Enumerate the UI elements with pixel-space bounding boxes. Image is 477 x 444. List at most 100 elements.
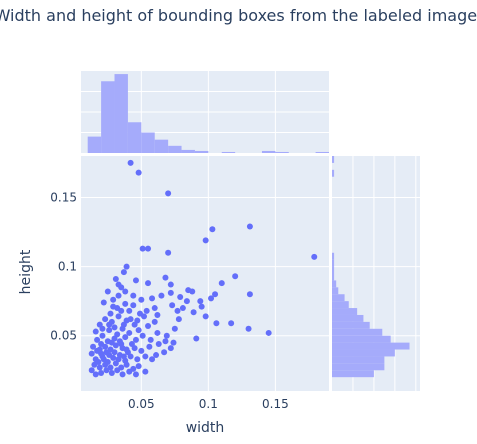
scatter-point xyxy=(163,332,170,339)
y-tick-label: 0.05 xyxy=(50,329,77,343)
x-tick-label: 0.15 xyxy=(262,397,289,411)
marginal-x-bar xyxy=(114,74,128,153)
scatter-point xyxy=(151,305,158,312)
marginal-x-bar xyxy=(87,136,102,153)
scatter-point xyxy=(246,223,253,230)
scatter-point xyxy=(102,343,109,350)
scatter-point xyxy=(138,347,145,354)
scatter-point xyxy=(88,367,95,374)
scatter-point xyxy=(142,353,149,360)
scatter-point xyxy=(161,349,168,356)
scatter-point xyxy=(208,295,215,302)
marginal-x-bar xyxy=(141,132,155,153)
scatter-point xyxy=(126,329,133,336)
x-axis-title: width xyxy=(186,420,225,436)
scatter-point xyxy=(167,289,174,296)
scatter-point xyxy=(139,245,146,252)
marginal-y-bar xyxy=(332,252,335,260)
scatter-point xyxy=(134,317,141,324)
marginal-x-bar xyxy=(194,150,209,153)
scatter-point xyxy=(118,284,125,291)
scatter-points xyxy=(88,159,318,378)
marginal-x-bar xyxy=(181,149,195,153)
scatter-point xyxy=(175,316,182,323)
marginal-y-histogram xyxy=(332,156,410,378)
scatter-point xyxy=(120,353,127,360)
scatter-point xyxy=(146,343,153,350)
scatter-point xyxy=(145,280,152,287)
scatter-point xyxy=(169,302,176,309)
scatter-point xyxy=(127,159,134,166)
scatter-point xyxy=(99,325,106,332)
scatter-point xyxy=(92,328,99,335)
scatter-point xyxy=(114,367,121,374)
scatter-point xyxy=(311,253,318,260)
scatter-point xyxy=(100,299,107,306)
marginal-y-bar xyxy=(332,280,337,288)
scatter-point xyxy=(162,338,169,345)
scatter-point xyxy=(245,325,252,332)
scatter-point xyxy=(149,295,156,302)
scatter-point xyxy=(138,296,145,303)
scatter-point xyxy=(218,280,225,287)
marginal-x-bar xyxy=(275,151,289,153)
scatter-point xyxy=(130,292,137,299)
marginal-x-bar xyxy=(261,150,276,153)
scatter-point xyxy=(131,345,138,352)
scatter-point xyxy=(165,249,172,256)
scatter-point xyxy=(88,350,95,357)
scatter-point xyxy=(119,371,126,378)
scatter-point xyxy=(90,343,97,350)
scatter-point xyxy=(167,345,174,352)
scatter-point xyxy=(135,169,142,176)
scatter-point xyxy=(198,303,205,310)
scatter-point xyxy=(118,341,125,347)
scatter-point xyxy=(100,356,107,363)
marginal-y-bar xyxy=(332,273,335,281)
scatter-point xyxy=(99,332,106,339)
marginal-y-bar xyxy=(332,301,349,309)
scatter-point xyxy=(110,296,117,303)
scatter-point xyxy=(190,309,197,316)
y-axis-title: height xyxy=(18,249,34,294)
scatter-point xyxy=(151,318,158,325)
x-tick-label: 0.1 xyxy=(199,397,218,411)
scatter-point xyxy=(95,358,102,365)
marginal-y-bar xyxy=(332,328,383,336)
y-tick-label: 0.1 xyxy=(58,260,77,274)
scatter-point xyxy=(141,313,148,320)
marginal-x-bar xyxy=(168,145,182,153)
scatter-point xyxy=(145,245,152,252)
scatter-point xyxy=(145,323,152,330)
scatter-point xyxy=(103,349,110,356)
marginal-y-bar xyxy=(332,266,335,274)
scatter-point xyxy=(120,321,127,328)
scatter-point xyxy=(232,273,239,280)
scatter-point xyxy=(115,356,122,363)
scatter-point xyxy=(96,364,103,371)
scatter-point xyxy=(102,361,109,368)
scatter-gridlines xyxy=(81,156,329,391)
marginal-y-bar xyxy=(332,335,391,343)
scatter-point xyxy=(174,307,181,314)
scatter-point xyxy=(102,316,109,323)
x-axis-ticks: 0.05 0.1 0.15 xyxy=(128,397,289,411)
scatter-point xyxy=(123,361,130,368)
scatter-point xyxy=(197,298,204,305)
scatter-point xyxy=(122,288,129,295)
scatter-point xyxy=(123,346,130,353)
scatter-point xyxy=(212,291,219,298)
scatter-point xyxy=(265,329,272,336)
scatter-point xyxy=(127,353,134,360)
y-axis-ticks: 0.05 0.1 0.15 xyxy=(50,190,77,342)
chart-title: Width and height of bounding boxes from … xyxy=(0,6,477,25)
marginal-y-bar xyxy=(332,363,385,371)
scatter-point xyxy=(103,367,110,374)
scatter-point xyxy=(179,305,186,312)
marginal-y-bar xyxy=(332,342,410,350)
scatter-point xyxy=(183,298,190,305)
marginal-y-bar xyxy=(332,314,364,322)
marginal-x-bar xyxy=(101,81,115,153)
marginal-y-bar xyxy=(332,287,339,295)
y-tick-label: 0.15 xyxy=(50,190,77,204)
